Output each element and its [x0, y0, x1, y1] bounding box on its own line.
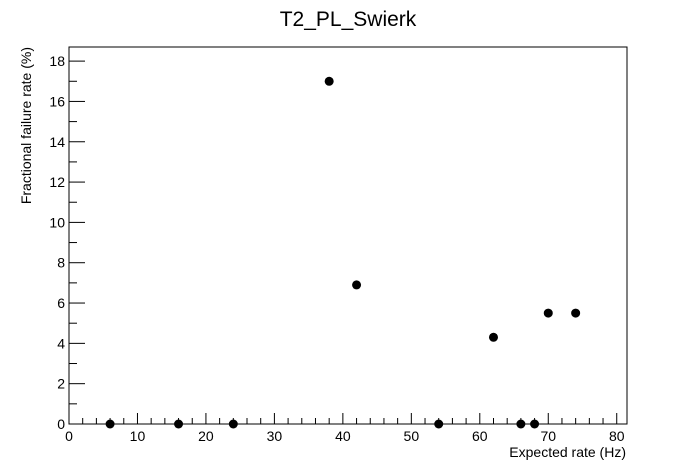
data-point: [324, 76, 334, 86]
data-point: [571, 308, 581, 318]
data-point: [228, 419, 238, 429]
y-tick-label: 2: [57, 376, 65, 392]
y-tick-label: 18: [49, 53, 65, 69]
y-tick-label: 10: [49, 214, 65, 230]
y-tick-label: 16: [49, 93, 65, 109]
plot-frame: [68, 46, 628, 425]
data-point: [174, 419, 184, 429]
x-tick-label: 50: [404, 428, 420, 444]
x-tick-label: 60: [472, 428, 488, 444]
x-tick-label: 20: [198, 428, 214, 444]
data-points: [105, 76, 581, 429]
data-point: [434, 419, 444, 429]
y-axis: 0 2 4 6 8 10 12 14 16 18: [49, 53, 85, 432]
data-point: [105, 419, 115, 429]
data-point: [543, 308, 553, 318]
chart-title: T2_PL_Swierk: [280, 8, 417, 31]
x-axis-label: Expected rate (Hz): [509, 444, 626, 460]
y-tick-label: 8: [57, 255, 65, 271]
data-point: [488, 332, 498, 342]
x-tick-label: 70: [540, 428, 556, 444]
y-tick-label: 0: [57, 416, 65, 432]
y-tick-label: 12: [49, 174, 65, 190]
data-point: [516, 419, 526, 429]
data-point: [352, 280, 362, 290]
x-tick-label: 80: [609, 428, 625, 444]
y-tick-label: 4: [57, 335, 65, 351]
x-tick-label: 10: [130, 428, 146, 444]
y-tick-label: 14: [49, 134, 65, 150]
x-tick-label: 40: [335, 428, 351, 444]
y-axis-label: Fractional failure rate (%): [18, 47, 34, 204]
x-tick-label: 0: [65, 428, 73, 444]
x-axis: 0 10 20 30 40 50 60 70 80: [65, 413, 625, 444]
x-tick-label: 30: [267, 428, 283, 444]
data-point: [530, 419, 540, 429]
y-tick-label: 6: [57, 295, 65, 311]
